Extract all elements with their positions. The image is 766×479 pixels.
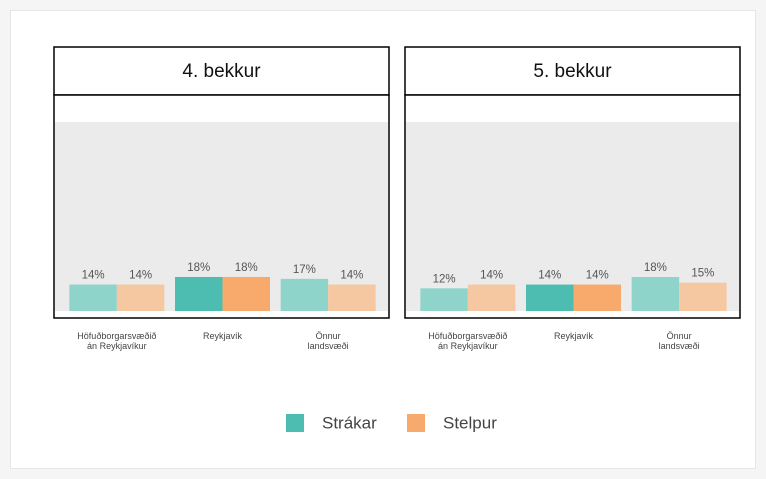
facet-title: 4. bekkur [182, 61, 261, 82]
value-label: 12% [433, 273, 456, 285]
bar [69, 284, 117, 311]
bar [573, 284, 621, 311]
value-label: 18% [187, 262, 210, 274]
legend-swatch [286, 414, 304, 432]
bar [526, 284, 574, 311]
bar [631, 276, 680, 311]
x-tick-label: Höfuðborgarsvæðið án Reykjavíkur [77, 331, 157, 351]
value-label: 14% [129, 270, 152, 282]
value-label: 15% [691, 268, 714, 280]
plot-bg [406, 122, 739, 311]
x-tick-label: Höfuðborgarsvæðið án Reykjavíkur [428, 331, 508, 351]
value-label: 17% [293, 264, 316, 276]
value-label: 14% [586, 270, 609, 282]
facet-title: 5. bekkur [533, 61, 612, 82]
bar [679, 282, 727, 311]
value-label: 14% [538, 270, 561, 282]
legend-label: Strákar [322, 413, 377, 432]
legend-swatch [407, 414, 425, 432]
x-tick-label: Önnur landsvæði [307, 331, 349, 351]
value-label: 18% [235, 262, 258, 274]
bar [328, 284, 376, 311]
value-label: 14% [340, 270, 363, 282]
value-label: 18% [644, 262, 667, 274]
value-label: 14% [82, 270, 105, 282]
bar [280, 278, 329, 311]
bar [420, 288, 468, 311]
bar [222, 276, 270, 311]
bar [116, 284, 165, 311]
x-tick-label: Önnur landsvæði [658, 331, 700, 351]
legend-label: Stelpur [443, 413, 497, 432]
bar [175, 276, 223, 311]
x-tick-label: Reykjavík [202, 331, 243, 341]
bar [467, 284, 516, 311]
strip [53, 46, 390, 96]
value-label: 14% [480, 270, 503, 282]
x-tick-label: Reykjavík [553, 331, 594, 341]
